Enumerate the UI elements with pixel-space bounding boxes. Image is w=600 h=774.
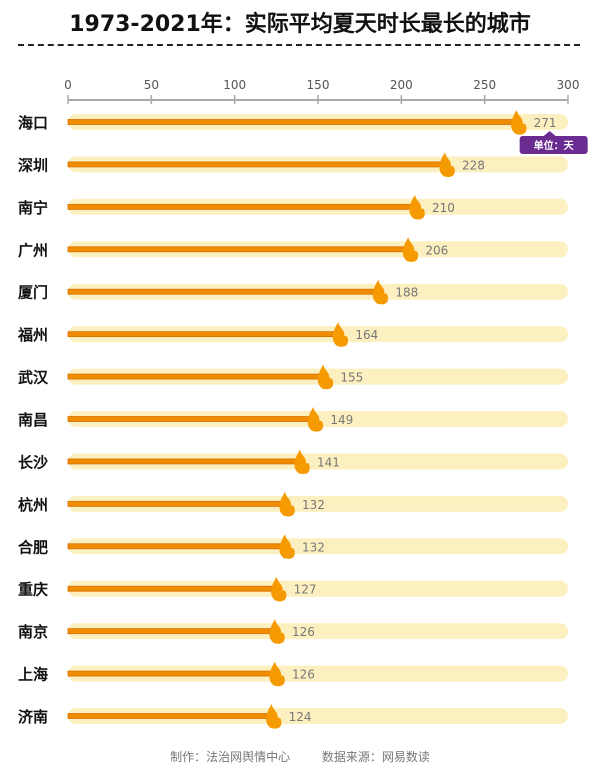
- bar: [67, 543, 289, 550]
- bar: [67, 628, 279, 635]
- value-label: 206: [425, 243, 448, 257]
- chart-title: 1973-2021年：实际平均夏天时长最长的城市: [69, 12, 531, 37]
- bar-track: [68, 623, 568, 640]
- bar: [67, 119, 521, 125]
- x-tick-label: 100: [223, 78, 246, 92]
- bar: [67, 161, 449, 168]
- category-label: 广州: [18, 241, 48, 259]
- x-tick-label: 250: [473, 78, 496, 92]
- x-tick-label: 300: [557, 78, 580, 92]
- bar: [67, 246, 412, 253]
- bar: [67, 373, 327, 380]
- unit-tooltip: [519, 136, 588, 154]
- footer-source: 数据来源：网易数读: [321, 750, 430, 764]
- flame-icon: [294, 449, 310, 475]
- category-label: 南昌: [18, 411, 48, 429]
- flame-icon: [439, 152, 455, 178]
- category-label: 武汉: [18, 369, 49, 387]
- footer: 制作：法治网舆情中心 数据来源：网易数读: [0, 748, 600, 765]
- flame-icon: [317, 364, 334, 390]
- bar: [67, 458, 304, 465]
- category-label: 上海: [18, 666, 48, 684]
- category-label: 海口: [18, 114, 48, 132]
- footer-maker: 制作：法治网舆情中心: [170, 750, 291, 764]
- flame-icon: [271, 576, 287, 602]
- flame-icon: [372, 279, 389, 305]
- bar-track: [68, 665, 568, 682]
- x-tick-label: 50: [144, 78, 159, 92]
- bar-track: [68, 708, 568, 725]
- title-divider: [18, 44, 580, 46]
- value-label: 127: [294, 583, 317, 597]
- bar: [67, 331, 342, 338]
- value-label: 271: [534, 116, 557, 130]
- value-label: 141: [317, 455, 340, 469]
- category-label: 福州: [17, 326, 48, 344]
- flame-icon: [279, 534, 295, 559]
- flame-icon: [279, 491, 295, 517]
- bar-track: [68, 538, 568, 555]
- flame-icon: [511, 110, 527, 135]
- bar-track: [68, 453, 568, 470]
- category-label: 长沙: [18, 453, 48, 471]
- tooltip-pointer: [543, 131, 556, 136]
- flame-icon: [307, 407, 324, 432]
- value-label: 132: [302, 498, 325, 512]
- bar-track: [68, 580, 568, 597]
- flame-icon: [409, 194, 425, 220]
- value-label: 188: [395, 286, 418, 300]
- value-label: 126: [292, 625, 315, 639]
- category-label: 深圳: [18, 156, 48, 174]
- unit-label: 单位：天: [534, 139, 575, 152]
- value-label: 132: [302, 540, 325, 554]
- value-label: 155: [340, 371, 363, 385]
- bar: [67, 670, 279, 677]
- bar: [67, 416, 317, 422]
- value-label: 210: [432, 201, 455, 215]
- category-label: 南宁: [18, 199, 48, 217]
- x-tick-label: 200: [390, 78, 413, 92]
- value-label: 149: [330, 413, 353, 427]
- category-label: 重庆: [18, 581, 48, 599]
- x-tick-label: 150: [307, 78, 330, 92]
- bar-track: [68, 495, 568, 512]
- bar: [67, 500, 289, 507]
- bar: [67, 713, 276, 719]
- flame-icon: [266, 704, 282, 729]
- value-label: 124: [289, 710, 312, 724]
- category-label: 杭州: [18, 496, 48, 514]
- flame-icon: [269, 661, 285, 687]
- x-tick-label: 0: [64, 78, 72, 92]
- category-label: 厦门: [18, 284, 48, 302]
- category-label: 南京: [18, 623, 48, 641]
- value-label: 164: [355, 328, 378, 342]
- flame-icon: [332, 322, 349, 347]
- category-label: 合肥: [17, 538, 48, 556]
- flame-icon: [269, 619, 285, 644]
- value-label: 126: [292, 668, 315, 682]
- bar: [67, 585, 281, 592]
- value-label: 228: [462, 158, 485, 172]
- flame-icon: [402, 237, 419, 262]
- bar: [67, 203, 419, 210]
- bar: [67, 288, 382, 295]
- category-label: 济南: [18, 708, 48, 726]
